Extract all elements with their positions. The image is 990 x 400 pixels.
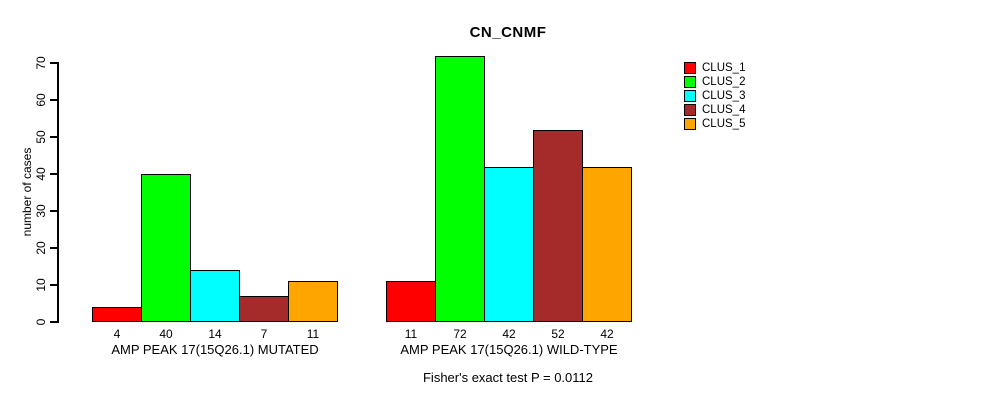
y-tick-label-70: 70 (34, 56, 48, 70)
legend-label: CLUS_4 (702, 104, 746, 116)
y-tick-label-10: 10 (34, 278, 48, 292)
y-tick-0 (50, 321, 58, 323)
y-tick-label-60: 60 (34, 93, 48, 107)
bar-value-label: 42 (600, 327, 614, 341)
group-label-mutated: AMP PEAK 17(15Q26.1) MUTATED (111, 342, 319, 357)
bar-value-label: 7 (260, 327, 268, 341)
y-tick-10 (50, 284, 58, 286)
group-label-wild-type: AMP PEAK 17(15Q26.1) WILD-TYPE (400, 342, 618, 357)
legend: CLUS_1 CLUS_2 CLUS_3 CLUS_4 CLUS_5 (684, 61, 745, 131)
fisher-test-caption: Fisher's exact test P = 0.0112 (422, 370, 593, 385)
y-tick-label-0: 0 (34, 318, 48, 326)
legend-item-clus-4: CLUS_4 (684, 103, 745, 117)
bar-clus_5-group-1 (582, 166, 632, 322)
legend-swatch-clus-3 (684, 90, 696, 102)
bar-value-label: 40 (159, 327, 173, 341)
legend-swatch-clus-2 (684, 76, 696, 88)
bar-value-label: 52 (551, 327, 565, 341)
legend-item-clus-2: CLUS_2 (684, 75, 745, 89)
legend-item-clus-1: CLUS_1 (684, 61, 745, 75)
y-axis-line (57, 62, 59, 323)
legend-swatch-clus-1 (684, 62, 696, 74)
bar-clus_4-group-0 (239, 296, 289, 322)
legend-swatch-clus-4 (684, 104, 696, 116)
bar-clus_3-group-1 (484, 166, 534, 322)
bar-value-label: 14 (208, 327, 222, 341)
legend-label: CLUS_1 (702, 62, 746, 74)
legend-label: CLUS_3 (702, 90, 746, 102)
y-tick-label-50: 50 (34, 130, 48, 144)
bar-value-label: 11 (306, 327, 320, 341)
chart-title: CN_CNMF (469, 24, 547, 41)
y-tick-40 (50, 173, 58, 175)
legend-item-clus-5: CLUS_5 (684, 117, 745, 131)
bar-value-label: 4 (113, 327, 121, 341)
y-tick-label-30: 30 (34, 204, 48, 218)
legend-item-clus-3: CLUS_3 (684, 89, 745, 103)
bar-clus_3-group-0 (190, 270, 240, 322)
bar-clus_4-group-1 (533, 129, 583, 322)
legend-label: CLUS_5 (702, 118, 746, 130)
bar-clus_5-group-0 (288, 281, 338, 322)
bar-clus_1-group-1 (386, 281, 436, 322)
y-tick-label-20: 20 (34, 241, 48, 255)
y-tick-30 (50, 210, 58, 212)
bar-clus_2-group-1 (435, 55, 485, 322)
bar-clus_1-group-0 (92, 307, 142, 322)
y-tick-50 (50, 136, 58, 138)
y-tick-60 (50, 99, 58, 101)
y-tick-20 (50, 247, 58, 249)
y-axis-label: number of cases (20, 147, 34, 237)
bar-value-label: 11 (404, 327, 418, 341)
y-tick-70 (50, 62, 58, 64)
bar-value-label: 72 (453, 327, 467, 341)
y-tick-label-40: 40 (34, 167, 48, 181)
legend-swatch-clus-5 (684, 118, 696, 130)
bar-value-label: 42 (502, 327, 516, 341)
legend-label: CLUS_2 (702, 76, 746, 88)
bar-clus_2-group-0 (141, 174, 191, 322)
